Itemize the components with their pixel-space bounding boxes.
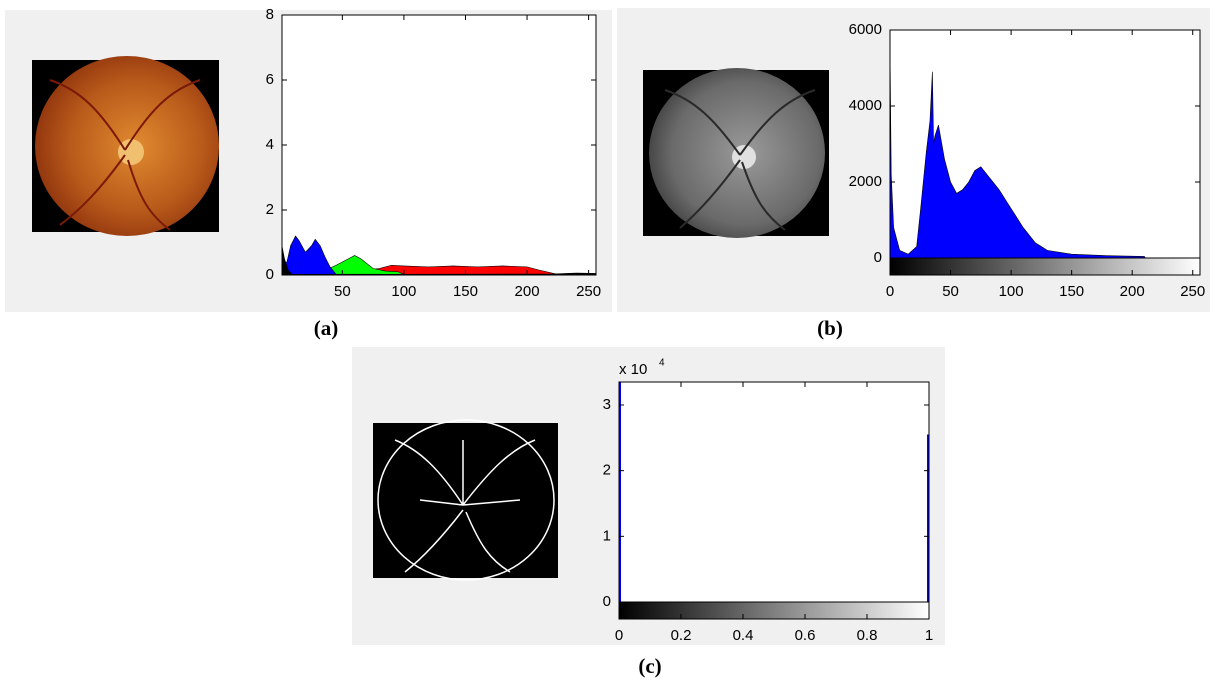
x-tick-label: 250: [576, 283, 601, 300]
colorbar: [889, 257, 1201, 276]
x-tick-label: 50: [334, 283, 351, 300]
x-tick-label: 0: [886, 283, 894, 300]
y-tick-label: 0: [266, 266, 274, 283]
x-tick-label: 1: [925, 627, 933, 644]
y-tick-label: 0: [874, 249, 882, 266]
x-tick-label: 0: [615, 627, 623, 644]
plot-area: [619, 382, 929, 602]
y-tick-label: 1: [603, 527, 611, 544]
y-tick-label: 4000: [849, 97, 882, 114]
x-tick-label: 100: [999, 283, 1024, 300]
x-tick-label: 0.4: [733, 627, 754, 644]
panel-label: (c): [638, 654, 661, 678]
x-tick-label: 150: [453, 283, 478, 300]
y-tick-label: 6: [266, 71, 274, 88]
histogram-area: [281, 235, 337, 276]
y-multiplier: x 10: [619, 361, 647, 378]
x-tick-label: 150: [1059, 283, 1084, 300]
colorbar: [618, 601, 930, 620]
histogram-area: [889, 45, 1147, 259]
x-tick-label: 0.6: [795, 627, 816, 644]
plot-area: [282, 15, 596, 275]
x-tick-label: 0.8: [857, 627, 878, 644]
x-tick-label: 200: [515, 283, 540, 300]
y-tick-label: 3: [603, 396, 611, 413]
y-tick-label: 2: [603, 462, 611, 479]
panel-label: (b): [817, 316, 843, 340]
retina-binary: [373, 419, 558, 581]
y-tick-label: 2000: [849, 173, 882, 190]
retina-color: [32, 56, 219, 236]
x-tick-label: 50: [942, 283, 959, 300]
x-tick-label: 0.2: [671, 627, 692, 644]
x-tick-label: 200: [1120, 283, 1145, 300]
y-tick-label: 2: [266, 201, 274, 218]
y-tick-label: 4: [266, 136, 274, 153]
y-tick-label: 6000: [849, 21, 882, 38]
x-tick-label: 250: [1180, 283, 1205, 300]
retina-gray: [643, 68, 829, 238]
panel-label: (a): [314, 316, 339, 340]
y-exponent: 4: [659, 358, 665, 369]
x-tick-label: 100: [391, 283, 416, 300]
y-tick-label: 0: [603, 593, 611, 610]
y-tick-label: 8: [266, 6, 274, 23]
